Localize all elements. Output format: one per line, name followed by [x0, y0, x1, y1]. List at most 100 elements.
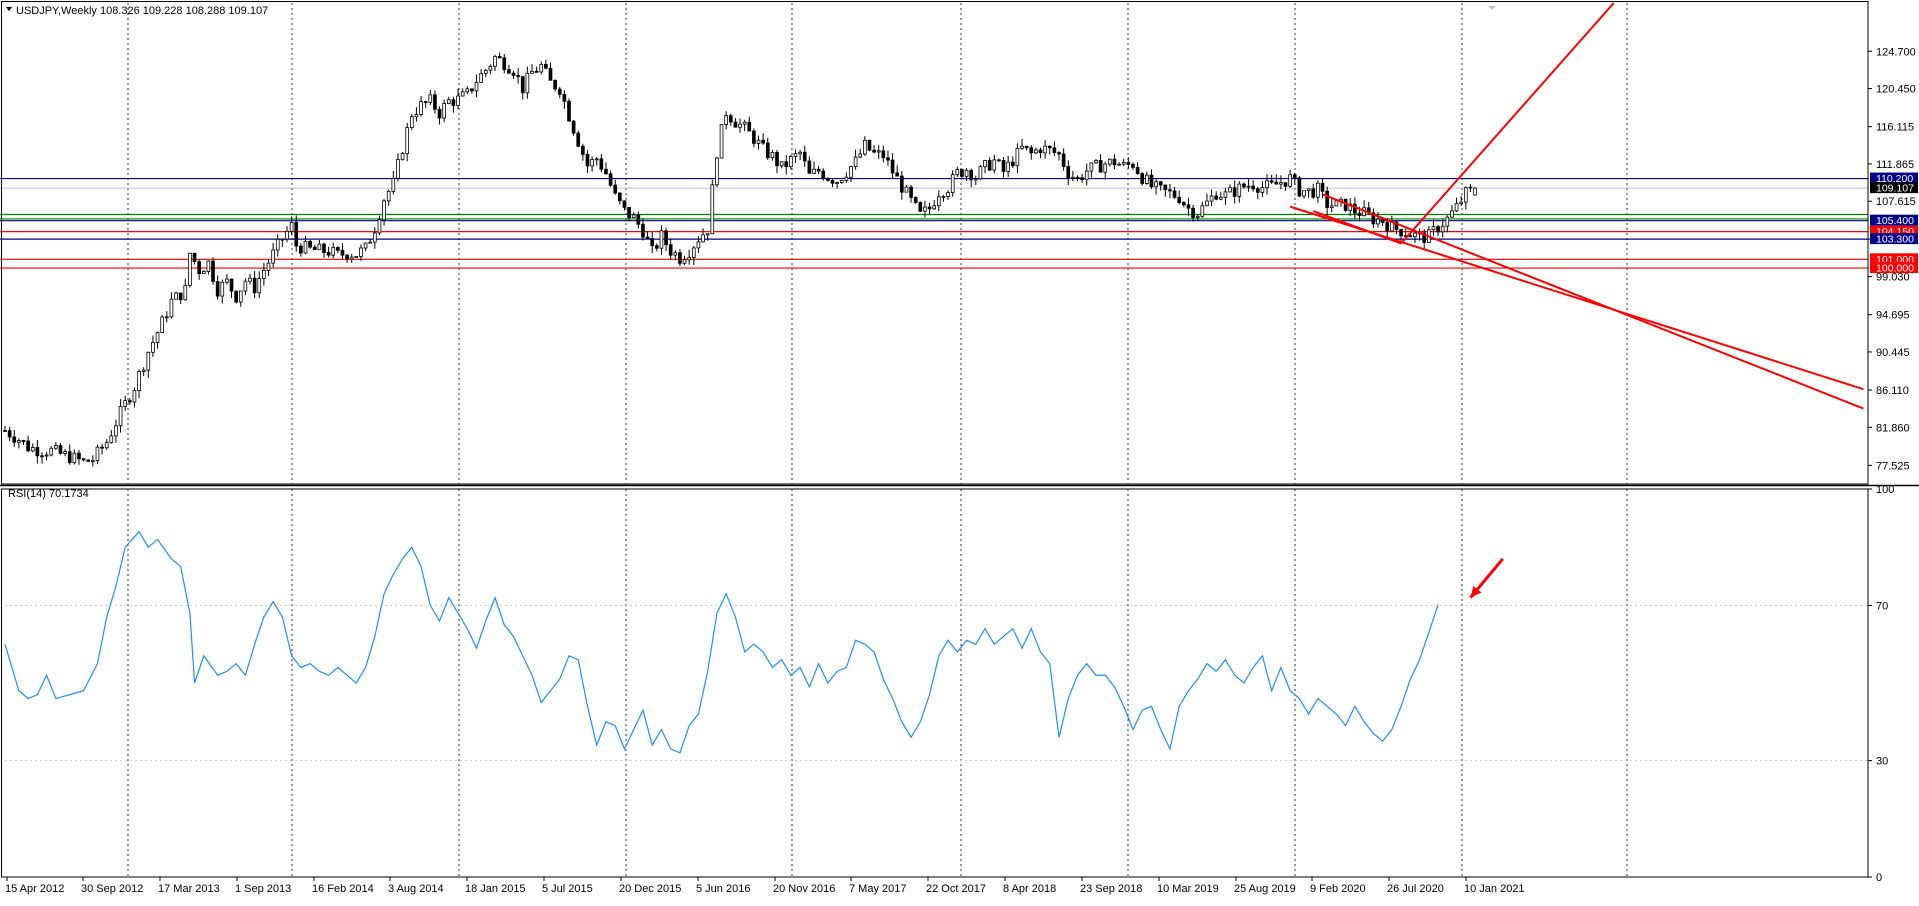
dropdown-triangle-icon[interactable]	[6, 7, 12, 11]
trend-line[interactable]	[1312, 210, 1402, 245]
candle-body	[1214, 195, 1219, 200]
candle-body	[465, 88, 470, 93]
candle-body	[368, 241, 373, 244]
candle-body	[664, 230, 668, 246]
candle-body	[927, 206, 932, 210]
candle-body	[1223, 191, 1228, 198]
candle-body	[1320, 182, 1325, 192]
candle-body	[132, 390, 137, 403]
candle-body	[299, 245, 303, 254]
rsi-axis-label: 0	[1876, 872, 1882, 884]
candle-body	[849, 166, 853, 178]
date-axis-label: 8 Apr 2018	[1003, 883, 1056, 895]
candle-body	[539, 63, 544, 73]
date-axis-label: 5 Jul 2015	[542, 883, 593, 895]
candle-body	[507, 69, 511, 74]
candle-body	[1399, 229, 1403, 237]
candle-body	[576, 132, 581, 147]
candle-body	[289, 222, 294, 232]
date-axis-label: 22 Oct 2017	[926, 883, 986, 895]
candle-body	[1010, 161, 1015, 167]
candle-body	[899, 175, 904, 193]
candle-body	[201, 271, 206, 275]
candle-body	[1246, 185, 1251, 188]
candle-body	[479, 72, 483, 83]
candle-body	[821, 170, 826, 180]
candle-body	[839, 180, 844, 183]
date-axis-label: 26 Jul 2020	[1387, 883, 1444, 895]
date-axis-label: 20 Dec 2015	[619, 883, 681, 895]
candle-body	[784, 161, 789, 168]
candle-body	[1445, 216, 1450, 227]
candle-body	[941, 196, 946, 198]
candle-body	[719, 124, 724, 159]
candle-body	[95, 446, 100, 462]
candle-body	[1131, 163, 1135, 168]
candle-body	[317, 243, 322, 251]
scroll-marker-icon[interactable]	[1488, 6, 1496, 10]
candle-body	[853, 156, 858, 167]
candle-body	[997, 159, 1001, 162]
candle-body	[1283, 182, 1288, 187]
candle-body	[1015, 147, 1020, 167]
candle-body	[1325, 190, 1329, 208]
date-axis-label: 5 Jun 2016	[696, 883, 750, 895]
candle-body	[1154, 181, 1158, 188]
candle-body	[1066, 166, 1071, 179]
level-label-box	[1870, 262, 1918, 274]
candle-body	[696, 241, 701, 249]
candle-body	[493, 56, 497, 67]
candle-body	[396, 159, 400, 179]
candle-body	[973, 178, 978, 181]
candle-body	[155, 332, 160, 343]
date-axis-label: 23 Sep 2018	[1080, 883, 1142, 895]
candle-body	[770, 152, 775, 159]
candle-body	[192, 252, 197, 263]
candle-body	[1117, 163, 1121, 166]
candle-body	[206, 260, 211, 272]
date-axis-label: 18 Jan 2015	[465, 883, 526, 895]
candle-body	[544, 63, 548, 69]
candle-body	[867, 139, 872, 151]
candle-body	[377, 219, 382, 234]
candle-body	[1103, 163, 1108, 173]
candle-body	[913, 196, 918, 203]
price-axis-label: 86.110	[1876, 385, 1909, 397]
price-axis-label: 120.450	[1876, 84, 1916, 96]
trend-line[interactable]	[1400, 2, 1615, 245]
candle-body	[12, 436, 17, 443]
candle-body	[1274, 181, 1279, 185]
candle-body	[127, 400, 132, 403]
candle-body	[1057, 152, 1061, 155]
candle-body	[1006, 161, 1010, 172]
candle-body	[1334, 200, 1339, 207]
candle-body	[474, 81, 479, 92]
candle-body	[687, 257, 692, 261]
level-label-text: 103.300	[1876, 234, 1914, 246]
candle-body	[553, 79, 557, 90]
candle-body	[1200, 205, 1205, 217]
level-label-box	[1870, 253, 1918, 265]
candle-body	[1468, 186, 1473, 189]
date-axis-label: 25 Aug 2019	[1234, 883, 1296, 895]
candle-body	[164, 316, 169, 319]
rsi-arrow-head-icon[interactable]	[1470, 585, 1482, 598]
candle-body	[54, 445, 58, 449]
candle-body	[1413, 232, 1417, 238]
candle-body	[691, 247, 696, 258]
candle-body	[303, 240, 308, 254]
candle-body	[1408, 235, 1413, 238]
candle-body	[1288, 174, 1292, 187]
candle-body	[72, 452, 77, 464]
candle-body	[1237, 183, 1242, 197]
candle-body	[1436, 226, 1440, 233]
candle-body	[710, 184, 715, 235]
candle-body	[405, 127, 410, 155]
candle-body	[1279, 182, 1283, 185]
candle-body	[1043, 145, 1047, 154]
candle-body	[1228, 187, 1232, 193]
candle-body	[516, 75, 520, 77]
candle-body	[215, 281, 220, 297]
candle-body	[1306, 188, 1311, 192]
